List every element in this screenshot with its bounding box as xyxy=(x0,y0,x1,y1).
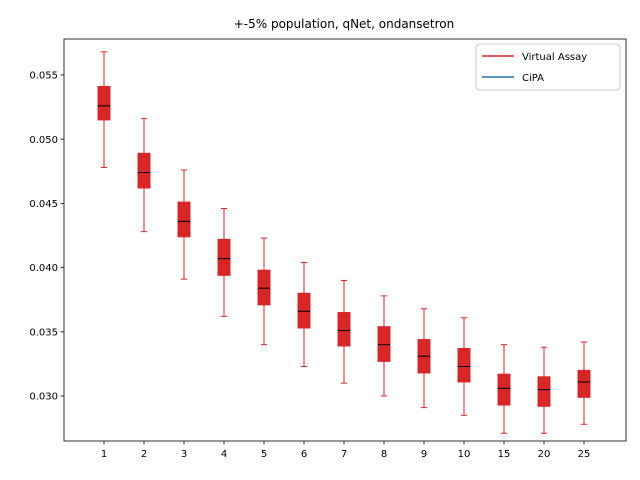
y-tick-label: 0.035 xyxy=(29,327,58,338)
box-20 xyxy=(537,346,551,434)
box-iqr xyxy=(137,152,151,189)
x-tick-label: 2 xyxy=(141,449,147,460)
y-tick-label: 0.040 xyxy=(29,263,58,274)
box-15 xyxy=(497,344,511,434)
box-6 xyxy=(297,261,311,368)
x-tick-label: 10 xyxy=(458,449,471,460)
box-8 xyxy=(377,295,391,397)
y-tick-label: 0.045 xyxy=(29,199,58,210)
box-iqr xyxy=(457,348,471,383)
x-tick-label: 25 xyxy=(578,449,591,460)
box-iqr xyxy=(577,369,591,398)
x-tick-label: 3 xyxy=(181,449,187,460)
box-iqr xyxy=(337,312,351,347)
box-iqr xyxy=(377,326,391,362)
x-tick-label: 7 xyxy=(341,449,347,460)
x-tick-label: 9 xyxy=(421,449,427,460)
y-tick-label: 0.055 xyxy=(29,71,58,82)
box-1 xyxy=(97,51,111,168)
box-iqr xyxy=(217,238,231,276)
box-iqr xyxy=(177,201,191,238)
box-iqr xyxy=(297,292,311,329)
legend: Virtual Assay CiPA xyxy=(475,43,621,91)
box-9 xyxy=(417,308,431,409)
y-axis: 0.030 0.035 0.040 0.045 0.050 0.055 xyxy=(29,71,64,403)
plot-frame xyxy=(63,38,627,442)
legend-frame xyxy=(475,43,621,91)
y-tick-label: 0.030 xyxy=(29,392,58,403)
x-axis: 1 2 3 4 5 6 7 8 9 10 15 20 25 xyxy=(101,441,591,460)
box-iqr xyxy=(537,376,551,407)
box-iqr xyxy=(257,269,271,306)
x-tick-label: 1 xyxy=(101,449,107,460)
y-tick-label: 0.050 xyxy=(29,135,58,146)
box-10 xyxy=(457,317,471,416)
box-iqr xyxy=(97,86,111,121)
box-4 xyxy=(217,208,231,317)
x-tick-label: 20 xyxy=(538,449,551,460)
x-tick-label: 4 xyxy=(221,449,227,460)
box-3 xyxy=(177,169,191,280)
x-tick-label: 8 xyxy=(381,449,387,460)
chart-title: +-5% population, qNet, ondansetron xyxy=(234,17,455,31)
box-7 xyxy=(337,279,351,384)
box-iqr xyxy=(497,373,511,406)
x-tick-label: 15 xyxy=(498,449,511,460)
x-tick-label: 6 xyxy=(301,449,307,460)
boxes-layer xyxy=(97,51,591,434)
x-tick-label: 5 xyxy=(261,449,267,460)
legend-label-cipa: CiPA xyxy=(522,73,544,84)
box-25 xyxy=(577,341,591,425)
box-2 xyxy=(137,118,151,233)
legend-label-virtual-assay: Virtual Assay xyxy=(522,52,587,63)
box-5 xyxy=(257,237,271,346)
